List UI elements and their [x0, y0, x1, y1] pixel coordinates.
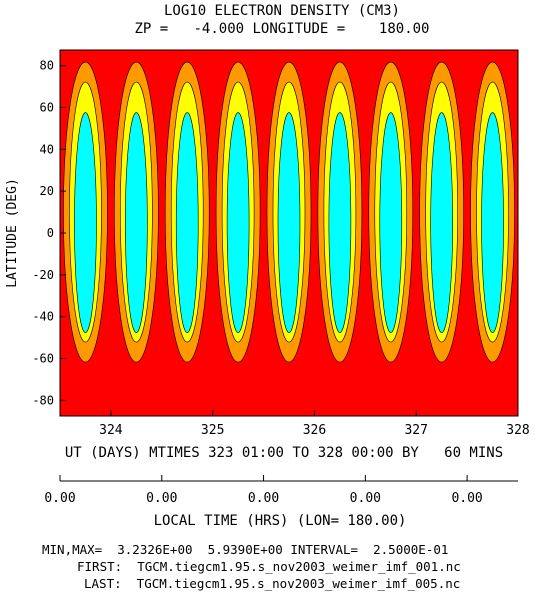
- y-tick-label: 80: [40, 59, 54, 73]
- contour-band: [74, 112, 97, 333]
- local-time-tick-label: 0.00: [44, 491, 75, 506]
- contour-band: [125, 112, 148, 333]
- contour-band: [481, 112, 504, 333]
- x-tick-label: 325: [201, 423, 224, 438]
- local-time-label: LOCAL TIME (HRS) (LON= 180.00): [154, 513, 407, 529]
- x-axis: 324 325 326 327 328: [99, 410, 530, 438]
- contour-band: [521, 62, 535, 362]
- y-tick-label: -60: [32, 351, 54, 365]
- x-tick-label: 326: [303, 423, 326, 438]
- first-file-line: FIRST: TGCM.tiegcm1.95.s_nov2003_weimer_…: [77, 559, 461, 574]
- x-tick-label: 328: [506, 423, 529, 438]
- contour-band: [430, 112, 453, 333]
- contour-band: [379, 112, 403, 333]
- contour-band: [175, 112, 199, 333]
- min-max-line: MIN,MAX= 3.2326E+00 5.9390E+00 INTERVAL=…: [42, 542, 448, 557]
- y-axis-label: LATITUDE (DEG): [5, 178, 20, 288]
- y-tick-label: -80: [32, 393, 54, 407]
- y-tick-label: 40: [40, 142, 54, 156]
- chart-title: LOG10 ELECTRON DENSITY (CM3): [164, 3, 400, 19]
- last-file-line: LAST: TGCM.tiegcm1.95.s_nov2003_weimer_i…: [84, 576, 460, 591]
- local-time-axis: 0.00 0.00 0.00 0.00 0.00: [44, 475, 518, 506]
- x-tick-label: 327: [404, 423, 427, 438]
- local-time-tick-label: 0.00: [146, 491, 177, 506]
- local-time-tick-label: 0.00: [350, 491, 381, 506]
- x-tick-label: 324: [99, 423, 123, 438]
- y-tick-label: -40: [32, 310, 54, 324]
- local-time-tick-label: 0.00: [248, 491, 279, 506]
- y-tick-label: 0: [47, 226, 54, 240]
- x-axis-label: UT (DAYS) MTIMES 323 01:00 TO 328 00:00 …: [65, 445, 503, 461]
- y-tick-label: 20: [40, 184, 54, 198]
- contour-band: [328, 112, 352, 333]
- local-time-tick-label: 0.00: [451, 491, 482, 506]
- contour-plot-area: [59, 49, 535, 417]
- contour-band: [527, 82, 535, 342]
- contour-band: [226, 112, 250, 333]
- y-tick-label: -20: [32, 268, 54, 282]
- y-tick-label: 60: [40, 101, 54, 115]
- y-axis: -80 -60 -40 -20 0 20 40 60 80: [32, 59, 66, 407]
- contour-band: [277, 112, 301, 333]
- chart-subtitle: ZP = -4.000 LONGITUDE = 180.00: [134, 21, 429, 37]
